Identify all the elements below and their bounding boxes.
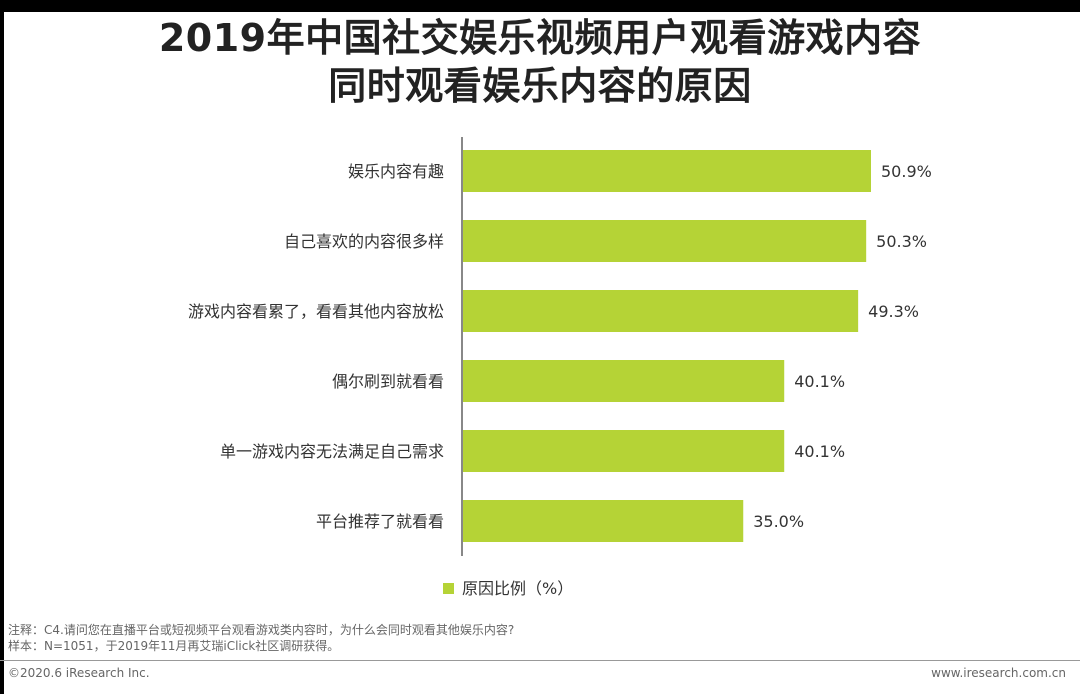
- sample-note: 样本：N=1051，于2019年11月再艾瑞iClick社区调研获得。: [8, 639, 340, 653]
- chart-title-line-2: 同时观看娱乐内容的原因: [328, 64, 752, 108]
- bar-2: [462, 220, 867, 262]
- value-label-2: 50.3%: [876, 232, 927, 251]
- category-label-4: 偶尔刷到就看看: [332, 372, 444, 391]
- legend-label: 原因比例（%）: [462, 579, 573, 598]
- value-label-6: 35.0%: [753, 512, 804, 531]
- left-frame-border: [0, 0, 4, 694]
- category-label-3: 游戏内容看累了，看看其他内容放松: [188, 302, 444, 321]
- bar-5: [462, 430, 785, 472]
- category-label-6: 平台推荐了就看看: [316, 512, 444, 531]
- category-label-1: 娱乐内容有趣: [348, 162, 444, 181]
- survey-note: 注释：C4.请问您在直播平台或短视频平台观看游戏类内容时，为什么会同时观看其他娱…: [8, 623, 515, 637]
- top-frame-border: [0, 0, 1080, 12]
- bar-3: [462, 290, 859, 332]
- bar-1: [462, 150, 871, 192]
- bar-4: [462, 360, 785, 402]
- bar-6: [462, 500, 744, 542]
- category-label-5: 单一游戏内容无法满足自己需求: [220, 442, 444, 461]
- category-label-2: 自己喜欢的内容很多样: [284, 232, 444, 251]
- value-label-1: 50.9%: [881, 162, 932, 181]
- website-text: www.iresearch.com.cn: [931, 666, 1066, 680]
- chart-title-line-1: 2019年中国社交娱乐视频用户观看游戏内容: [158, 16, 922, 60]
- legend-swatch: [443, 583, 454, 594]
- value-label-3: 49.3%: [868, 302, 919, 321]
- copyright-text: ©2020.6 iResearch Inc.: [8, 666, 150, 680]
- footer-divider: [0, 660, 1080, 661]
- value-label-5: 40.1%: [794, 442, 845, 461]
- value-label-4: 40.1%: [794, 372, 845, 391]
